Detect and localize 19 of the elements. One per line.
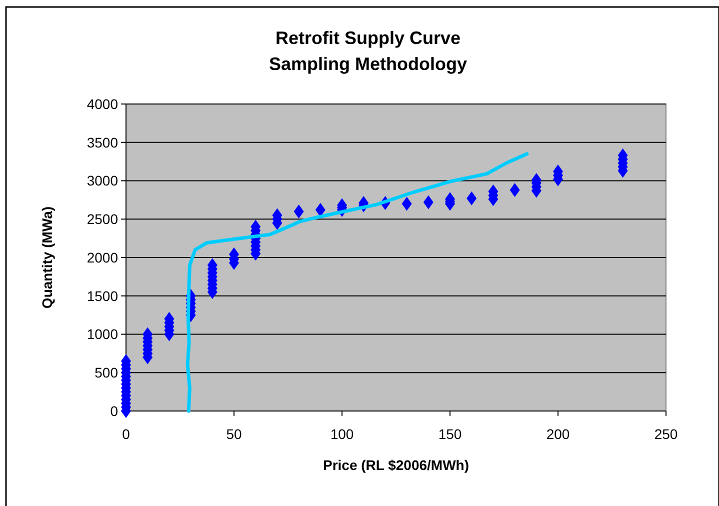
chart-title: Retrofit Supply Curve Sampling Methodology: [269, 28, 467, 74]
y-axis-title: Quantity (MWa): [39, 206, 55, 309]
y-tick-label: 2500: [86, 211, 118, 228]
y-tick-label: 500: [94, 364, 118, 381]
y-tick-label: 1500: [86, 288, 118, 304]
y-tick-label: 1000: [86, 326, 118, 342]
y-tick-label: 3000: [86, 172, 118, 189]
x-axis-title: Price (RL $2006/MWh): [322, 457, 470, 473]
x-tick-label: 150: [438, 426, 462, 442]
y-tick-label: 3500: [86, 134, 118, 150]
x-tick-label: 100: [330, 426, 354, 442]
x-tick-label: 250: [654, 426, 678, 442]
y-tick-label: 0: [110, 402, 118, 419]
x-tick-label: 200: [546, 426, 570, 442]
y-tick-label: 2000: [86, 249, 118, 266]
y-tick-label: 4000: [86, 96, 118, 112]
line-series: [186, 152, 529, 413]
x-tick-label: 0: [122, 426, 130, 442]
x-tick-label: 50: [226, 426, 242, 442]
